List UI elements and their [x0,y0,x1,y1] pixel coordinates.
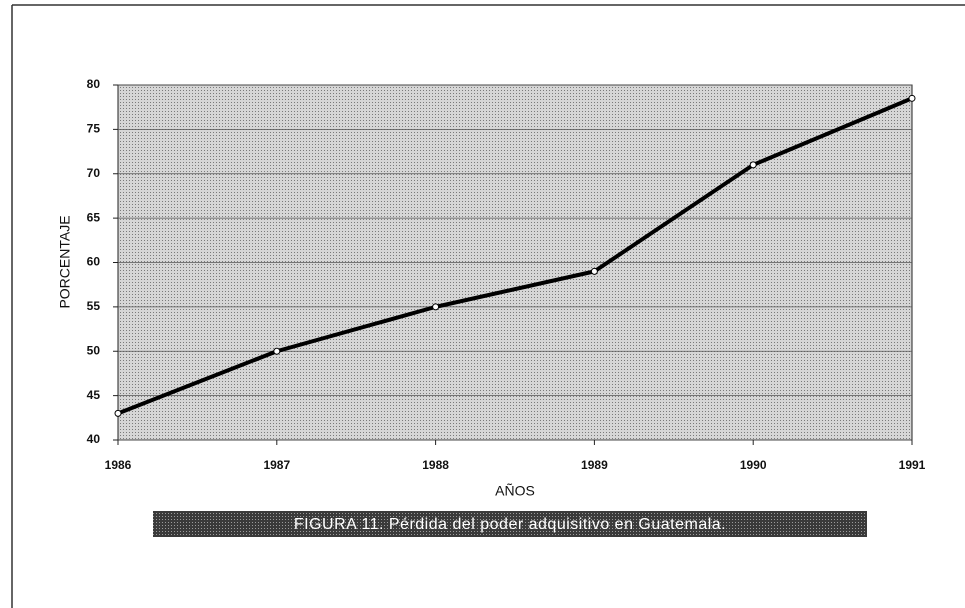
x-tick-label: 1990 [740,458,767,472]
y-tick-label: 40 [87,432,101,446]
y-tick-label: 65 [87,210,101,224]
y-tick-label: 75 [87,122,101,136]
y-tick-label: 70 [87,166,101,180]
y-axis-title: PORCENTAJE [57,215,73,308]
x-axis-title: AÑOS [495,483,535,499]
line-series [117,96,913,416]
chart-title: FIGURA 11. Pérdida del poder adquisitivo… [294,516,726,533]
point [908,94,916,102]
y-tick-label: 50 [87,343,101,357]
point [590,267,598,275]
point [749,161,757,169]
x-tick-label: 1989 [581,458,608,472]
x-tick-label: 1988 [422,458,449,472]
caption-box [153,511,867,537]
y-tick-label: 55 [87,299,101,313]
x-tick-label: 1986 [105,458,132,472]
y-tick-label: 80 [87,77,101,91]
y-tick-label: 45 [87,388,101,402]
x-tick-label: 1987 [263,458,290,472]
point [432,303,440,311]
point [114,409,122,417]
point [273,347,281,355]
x-tick-label: 1991 [899,458,926,472]
y-tick-label: 60 [87,255,101,269]
